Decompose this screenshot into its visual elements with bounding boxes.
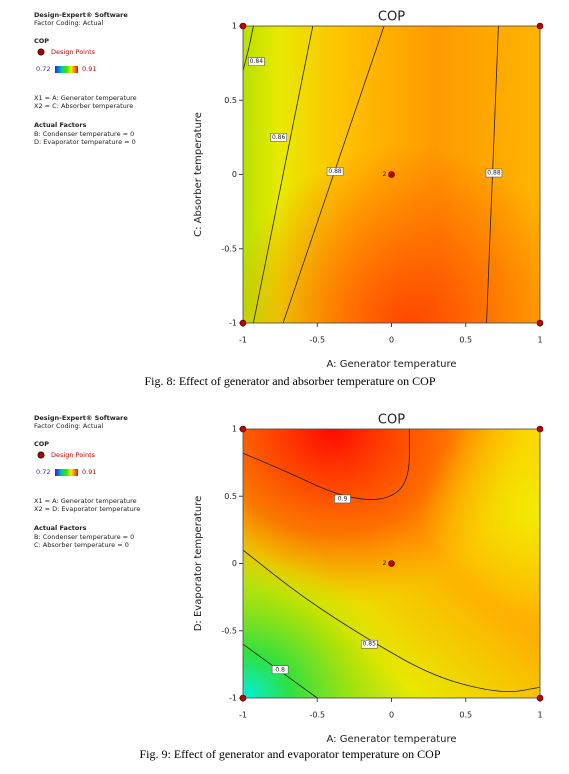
y-axis-label: C: Absorber temperature [193, 112, 204, 237]
contour-label: 0.86 [272, 134, 286, 141]
x-axis-label: A: Generator temperature [326, 359, 456, 370]
y-tick-label: -0.5 [221, 626, 237, 635]
x2-label: X2 = D: Evaporator temperature [34, 505, 140, 513]
y-tick-label: 1 [232, 22, 237, 31]
y-tick-label: 0.5 [224, 96, 237, 105]
x-tick-label: 0.5 [459, 711, 472, 720]
factor-coding: Factor Coding: Actual [34, 19, 103, 27]
contour-label: 0.85 [363, 641, 377, 648]
y-tick-label: 0.5 [224, 492, 237, 501]
contour-label: 0.8 [275, 666, 285, 673]
legend-marker [37, 451, 45, 459]
x-tick-label: -1 [239, 711, 247, 720]
design-point [536, 425, 544, 433]
design-point-label: 2 [383, 560, 387, 567]
colorbar-max: 0.91 [82, 468, 96, 476]
design-point [239, 319, 247, 327]
design-point [388, 171, 395, 178]
actual-factor: B: Condenser temperature = 0 [34, 533, 134, 541]
contour-label-box [334, 494, 351, 504]
y-axis-label: D: Evaporator temperature [193, 496, 204, 632]
y-tick-label: 0 [232, 170, 237, 179]
contour-label-box [360, 639, 378, 649]
design-point [536, 694, 544, 702]
y-tick-label: 0 [232, 559, 237, 568]
x-tick-label: -1 [239, 336, 247, 345]
legend-label: Design Points [51, 451, 96, 459]
actual-factor: C: Absorber temperature = 0 [34, 541, 129, 549]
chart-title: COP [378, 10, 405, 25]
software: Design-Expert® Software [34, 11, 128, 19]
design-point [239, 425, 247, 433]
x-tick-label: 0 [389, 711, 394, 720]
design-point [239, 22, 247, 30]
design-point [239, 694, 247, 702]
contour-line [242, 25, 254, 71]
x-tick-label: 0.5 [459, 336, 472, 345]
x-axis-label: A: Generator temperature [326, 734, 456, 745]
response: COP [34, 37, 49, 45]
y-tick-label: -0.5 [221, 244, 237, 253]
contour-line [242, 429, 410, 500]
contour-label: 0.88 [487, 170, 501, 177]
colorbar [55, 469, 78, 476]
contour-label-box [270, 133, 287, 142]
colorbar-min: 0.72 [36, 65, 50, 73]
x2-label: X2 = C: Absorber temperature [34, 102, 133, 110]
contour-label: 0.88 [328, 168, 342, 175]
x1-label: X1 = A: Generator temperature [34, 497, 137, 505]
y-tick-label: -1 [229, 319, 237, 328]
actual-factors-title: Actual Factors [34, 121, 87, 129]
contour-label: 0.84 [250, 58, 264, 65]
contour-label-box [248, 57, 265, 66]
caption: Fig. 9: Effect of generator and evaporat… [139, 747, 440, 761]
x-tick-label: 1 [537, 711, 542, 720]
actual-factor: D: Evaporator temperature = 0 [34, 138, 136, 146]
actual-factors-title: Actual Factors [34, 524, 87, 532]
x1-label: X1 = A: Generator temperature [34, 94, 137, 102]
contour-label: 0.9 [338, 495, 348, 502]
design-point [388, 560, 395, 567]
chart-title: COP [378, 413, 405, 428]
colorbar [55, 66, 78, 73]
x-tick-label: -0.5 [309, 711, 325, 720]
legend-marker [37, 48, 45, 56]
legend-label: Design Points [51, 48, 96, 56]
x-tick-label: -0.5 [309, 336, 325, 345]
contour-label-box [485, 168, 503, 178]
contour-label-box [271, 665, 289, 675]
colorbar-max: 0.91 [82, 65, 96, 73]
design-point [536, 319, 544, 327]
response: COP [34, 440, 49, 448]
y-tick-label: -1 [229, 694, 237, 703]
design-point [536, 22, 544, 30]
software: Design-Expert® Software [34, 414, 128, 422]
caption: Fig. 8: Effect of generator and absorber… [144, 374, 435, 388]
contour-line [242, 549, 541, 692]
factor-coding: Factor Coding: Actual [34, 422, 103, 430]
x-tick-label: 0 [389, 336, 394, 345]
contour-line [253, 25, 314, 324]
actual-factor: B: Condenser temperature = 0 [34, 130, 134, 138]
y-tick-label: 1 [232, 425, 237, 434]
design-point-label: 2 [383, 171, 387, 178]
contour-label-box [326, 167, 344, 176]
colorbar-min: 0.72 [36, 468, 50, 476]
x-tick-label: 1 [537, 336, 542, 345]
